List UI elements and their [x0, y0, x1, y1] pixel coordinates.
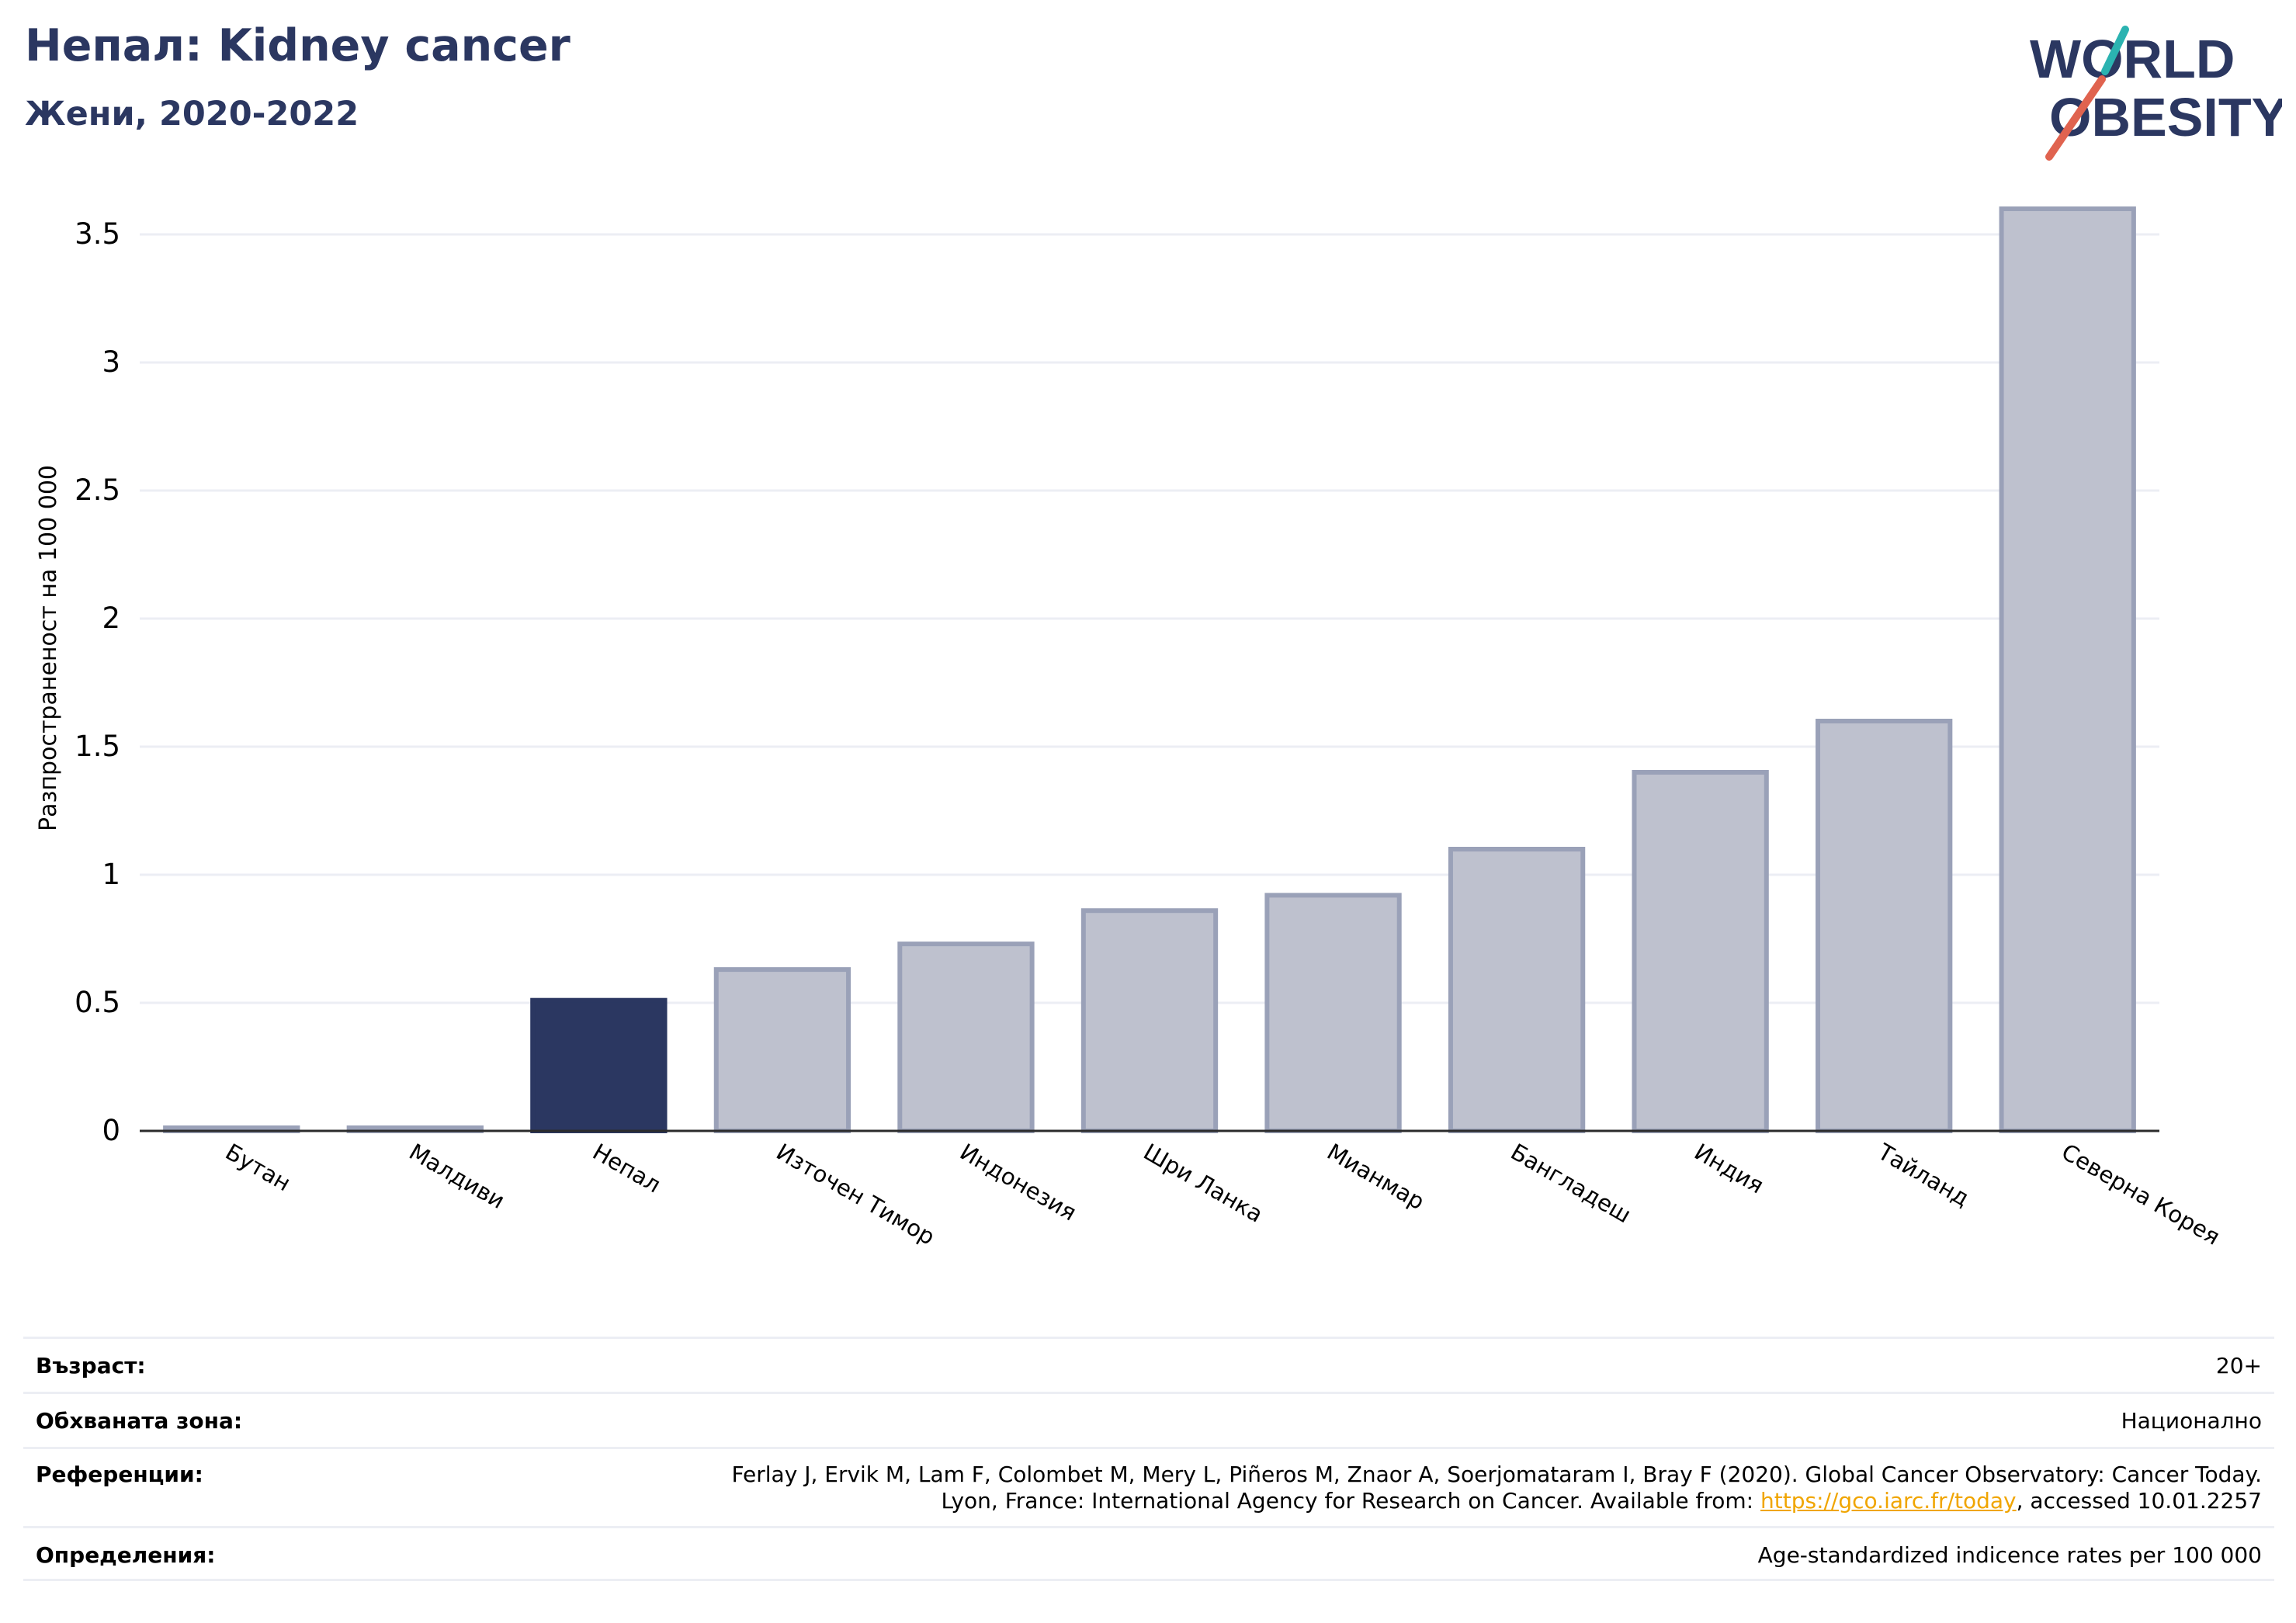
references-label: Референции:: [36, 1462, 203, 1487]
metadata-table: Възраст: 20+ Обхваната зона: Национално …: [23, 1337, 2274, 1581]
bar-6: [1264, 893, 1402, 1134]
y-tick-label: 3.5: [75, 217, 120, 251]
bar-7: [1448, 847, 1586, 1133]
x-tick-label: Индонезия: [956, 1139, 1081, 1226]
y-axis-label: Разпространеност на 100 000: [35, 465, 62, 831]
x-tick-label: Бутан: [221, 1139, 296, 1197]
logo-line1: WORLD: [2030, 29, 2235, 89]
bar-2: [530, 997, 668, 1133]
references-value: Ferlay J, Ervik M, Lam F, Colombet M, Me…: [731, 1462, 2262, 1514]
bar-3: [713, 967, 851, 1133]
logo-slash-red: [2045, 75, 2106, 161]
x-tick-label: Индия: [1690, 1139, 1768, 1199]
definitions-value: Age-standardized indicence rates per 100…: [1757, 1542, 2262, 1568]
x-tick-label: Мианмар: [1323, 1139, 1429, 1216]
references-line2-prefix: Lyon, France: International Agency for R…: [941, 1488, 1760, 1514]
y-tick-label: 3: [102, 345, 120, 379]
bar-8: [1632, 770, 1769, 1133]
area-label: Обхваната зона:: [36, 1408, 243, 1434]
y-tick-label: 1.5: [75, 730, 120, 763]
y-tick-label: 2: [102, 602, 120, 635]
references-link[interactable]: https://gco.iarc.fr/today: [1760, 1488, 2017, 1514]
references-line1: Ferlay J, Ervik M, Lam F, Colombet M, Me…: [731, 1462, 2262, 1487]
meta-row-area: Обхваната зона: Национално: [23, 1392, 2274, 1447]
bars: [163, 206, 2136, 1134]
age-value: 20+: [2215, 1353, 2262, 1379]
world-obesity-logo: WORLD OBESITY: [2030, 26, 2282, 161]
x-tick-label: Малдиви: [404, 1139, 509, 1215]
y-tick-label: 0: [102, 1114, 120, 1147]
x-tick-label: Северна Корея: [2057, 1139, 2225, 1250]
meta-row-references: Референции: Ferlay J, Ervik M, Lam F, Co…: [23, 1447, 2274, 1526]
y-tick-labels: 0 0.5 1 1.5 2 2.5 3 3.5: [75, 217, 120, 1147]
bar-4: [897, 942, 1035, 1133]
y-tick-label: 2.5: [75, 473, 120, 507]
x-tick-label: Шри Ланка: [1139, 1139, 1268, 1228]
area-value: Национално: [2121, 1408, 2262, 1434]
bar-10: [1999, 206, 2136, 1133]
bar-9: [1816, 719, 1953, 1133]
bar-5: [1080, 908, 1219, 1133]
y-tick-label: 1: [102, 858, 120, 891]
bar-chart: 0 0.5 1 1.5 2 2.5 3 3.5 Разпространеност на 100…: [35, 206, 2225, 1250]
chart-subtitle: Жени, 2020-2022: [25, 95, 359, 134]
x-tick-labels: Бутан Малдиви Непал Източен Тимор Индонезия Ш…: [221, 1138, 2225, 1250]
x-tick-label: Източен Тимор: [772, 1139, 939, 1250]
y-tick-label: 0.5: [75, 986, 120, 1019]
meta-row-age: Възраст: 20+: [23, 1337, 2274, 1392]
x-tick-label: Бангладеш: [1507, 1139, 1635, 1229]
logo-slash-teal: [2101, 26, 2129, 75]
x-tick-label: Тайланд: [1873, 1138, 1974, 1212]
x-tick-label: Непал: [588, 1139, 665, 1198]
references-line2-suffix: , accessed 10.01.2257: [2016, 1488, 2262, 1514]
chart-title: Непал: Kidney cancer: [25, 20, 571, 71]
age-label: Възраст:: [36, 1353, 146, 1379]
definitions-label: Определения:: [36, 1542, 216, 1568]
meta-row-definitions: Определения: Age-standardized indicence …: [23, 1526, 2274, 1581]
